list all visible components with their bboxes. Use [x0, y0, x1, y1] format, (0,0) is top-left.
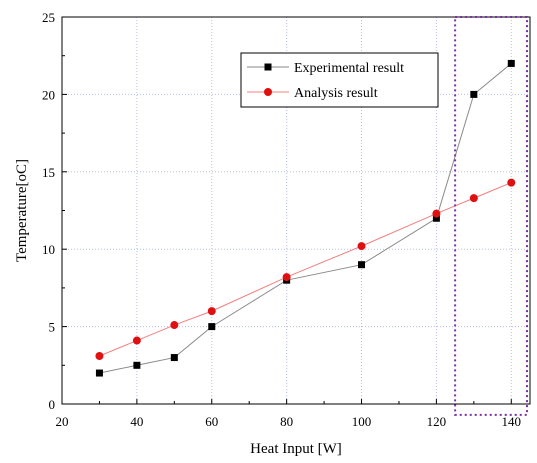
data-point-circle	[282, 273, 291, 282]
data-point-circle	[469, 194, 478, 203]
legend-label: Experimental result	[294, 61, 404, 76]
legend-marker-square	[264, 63, 272, 71]
data-point-square	[507, 59, 515, 67]
y-tick-label: 20	[42, 87, 55, 102]
data-point-square	[170, 354, 178, 362]
data-point-square	[95, 369, 103, 377]
data-point-square	[358, 261, 366, 269]
data-point-square	[133, 361, 141, 369]
series-line-2	[99, 182, 512, 357]
data-point-circle	[357, 242, 366, 251]
x-tick-label: 40	[130, 414, 143, 429]
x-tick-label: 80	[280, 414, 293, 429]
y-tick-label: 10	[42, 242, 55, 257]
data-point-circle	[207, 307, 216, 316]
y-tick-label: 15	[42, 165, 55, 180]
legend: Experimental result Analysis result	[240, 52, 439, 108]
x-axis-title: Heat Input [W]	[250, 441, 342, 457]
legend-marker-circle	[264, 88, 272, 96]
data-point-circle	[132, 336, 141, 345]
x-tick-label: 100	[352, 414, 372, 429]
x-tick-label: 60	[205, 414, 218, 429]
data-point-circle	[432, 209, 441, 218]
data-point-square	[432, 214, 440, 222]
data-point-circle	[170, 321, 179, 330]
y-tick-label: 0	[49, 397, 56, 412]
data-point-circle	[507, 178, 516, 187]
legend-label: Analysis result	[294, 86, 378, 101]
data-point-square	[470, 90, 478, 98]
series-layer	[95, 59, 516, 377]
axis-ticks: 20 40 60 80 100 120 140 0 5 10 15 20 25	[42, 10, 521, 429]
y-tick-label: 25	[42, 10, 55, 25]
highlight-box	[454, 16, 528, 416]
legend-box	[240, 52, 439, 108]
y-axis-title: Temperature[oC]	[14, 159, 30, 262]
x-tick-label: 140	[502, 414, 522, 429]
data-point-square	[208, 323, 216, 331]
x-tick-label: 120	[427, 414, 447, 429]
x-tick-label: 20	[56, 414, 69, 429]
y-tick-label: 5	[49, 320, 56, 335]
data-point-circle	[95, 352, 104, 361]
